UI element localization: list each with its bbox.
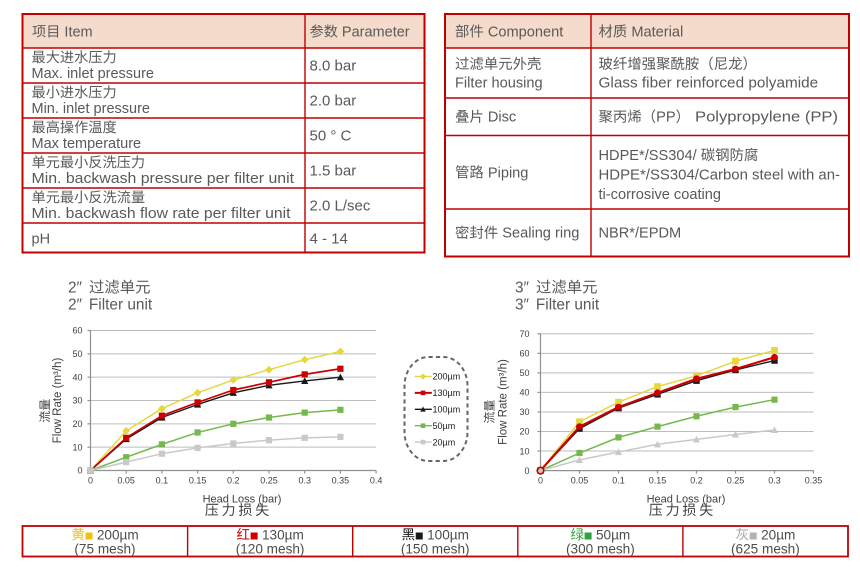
svg-text:Filter unit: Filter unit: [536, 296, 600, 313]
svg-text:50µm: 50µm: [592, 527, 630, 542]
svg-text:Filter housing: Filter housing: [455, 75, 543, 91]
svg-text:20µm: 20µm: [757, 527, 795, 542]
svg-text:1.5 bar: 1.5 bar: [310, 163, 357, 180]
svg-text:0.3: 0.3: [768, 476, 781, 486]
svg-text:Parameter: Parameter: [338, 24, 410, 40]
svg-text:Min. inlet pressure: Min. inlet pressure: [32, 101, 150, 117]
svg-text:HDPE*/SS304/: HDPE*/SS304/: [599, 148, 701, 164]
svg-text:NBR*/EPDM: NBR*/EPDM: [599, 226, 682, 242]
svg-text:0: 0: [88, 476, 93, 486]
svg-text:200µm: 200µm: [93, 527, 139, 542]
svg-text:0.2: 0.2: [227, 476, 240, 486]
svg-text:0: 0: [77, 466, 82, 476]
svg-text:Max temperature: Max temperature: [32, 136, 142, 152]
svg-text:0.35: 0.35: [332, 476, 350, 486]
svg-text:(625 mesh): (625 mesh): [731, 541, 800, 556]
svg-text:PP: PP: [656, 110, 675, 126]
svg-text:2.0 bar: 2.0 bar: [310, 93, 357, 110]
svg-text:0.15: 0.15: [189, 476, 207, 486]
svg-text:50 ° C: 50 ° C: [310, 128, 352, 145]
svg-text:40: 40: [519, 388, 529, 398]
svg-text:200µm: 200µm: [433, 372, 461, 382]
svg-text:Min. backwash flow rate per fi: Min. backwash flow rate per filter unit: [32, 206, 291, 222]
svg-text:0.1: 0.1: [156, 476, 169, 486]
svg-text:100µm: 100µm: [433, 405, 461, 415]
svg-text:pH: pH: [32, 232, 51, 248]
svg-text:50: 50: [72, 349, 82, 359]
svg-text:3″: 3″: [515, 280, 530, 297]
svg-text:0.25: 0.25: [260, 476, 278, 486]
svg-text:60: 60: [519, 349, 529, 359]
svg-text:Component: Component: [484, 24, 564, 40]
svg-text:(120 mesh): (120 mesh): [236, 541, 305, 556]
svg-text:20: 20: [72, 419, 82, 429]
svg-text:0.35: 0.35: [805, 476, 823, 486]
svg-text:Flow Rate (m³/h): Flow Rate (m³/h): [52, 358, 64, 444]
svg-text:50: 50: [519, 368, 529, 378]
svg-text:0.05: 0.05: [117, 476, 135, 486]
svg-text:10: 10: [519, 446, 529, 456]
svg-text:70: 70: [519, 329, 529, 339]
svg-text:0.4: 0.4: [370, 476, 383, 486]
svg-text:HDPE*/SS304/Carbon steel with: HDPE*/SS304/Carbon steel with an-: [599, 168, 841, 184]
svg-text:130µm: 130µm: [258, 527, 304, 542]
svg-text:0.15: 0.15: [649, 476, 667, 486]
svg-text:50µm: 50µm: [433, 421, 456, 431]
svg-text:Head Loss (bar): Head Loss (bar): [203, 493, 282, 505]
svg-text:0.05: 0.05: [571, 476, 589, 486]
svg-text:8.0 bar: 8.0 bar: [310, 58, 357, 75]
svg-text:40: 40: [72, 372, 82, 382]
svg-text:Polypropylene (PP): Polypropylene (PP): [695, 110, 838, 126]
svg-text:Flow Rate (m³/h): Flow Rate (m³/h): [497, 359, 509, 445]
svg-text:Sealing ring: Sealing ring: [498, 226, 579, 242]
svg-text:0.2: 0.2: [690, 476, 703, 486]
svg-text:10: 10: [72, 442, 82, 452]
svg-text:100µm: 100µm: [423, 527, 469, 542]
svg-text:0.3: 0.3: [298, 476, 311, 486]
svg-text:Item: Item: [60, 24, 92, 40]
svg-text:2.0 L/sec: 2.0 L/sec: [310, 198, 371, 215]
svg-text:Disc: Disc: [484, 110, 516, 126]
svg-text:Max. inlet pressure: Max. inlet pressure: [32, 66, 155, 82]
svg-text:30: 30: [519, 407, 529, 417]
svg-text:3″: 3″: [515, 296, 530, 313]
svg-text:Min. backwash pressure per fil: Min. backwash pressure per filter unit: [32, 171, 295, 187]
svg-text:Filter unit: Filter unit: [89, 296, 153, 313]
svg-text:2″: 2″: [68, 296, 83, 313]
svg-text:Head Loss (bar): Head Loss (bar): [647, 493, 726, 505]
svg-text:60: 60: [72, 326, 82, 336]
svg-text:20: 20: [519, 427, 529, 437]
svg-text:(300 mesh): (300 mesh): [566, 541, 635, 556]
svg-text:ti-corrosive coating: ti-corrosive coating: [599, 187, 721, 203]
svg-text:2″: 2″: [68, 280, 83, 297]
svg-text:130µm: 130µm: [433, 388, 461, 398]
svg-text:20µm: 20µm: [433, 437, 456, 447]
svg-text:Material: Material: [627, 24, 683, 40]
svg-text:0: 0: [524, 466, 529, 476]
svg-text:0: 0: [538, 476, 543, 486]
svg-text:0.1: 0.1: [612, 476, 625, 486]
svg-text:30: 30: [72, 396, 82, 406]
svg-text:0.25: 0.25: [727, 476, 745, 486]
svg-text:(150 mesh): (150 mesh): [401, 541, 470, 556]
svg-text:Glass fiber reinforced polyami: Glass fiber reinforced polyamide: [599, 75, 819, 91]
svg-text:(75 mesh): (75 mesh): [74, 541, 135, 556]
svg-text:4 - 14: 4 - 14: [310, 231, 348, 248]
svg-text:Piping: Piping: [484, 165, 529, 181]
